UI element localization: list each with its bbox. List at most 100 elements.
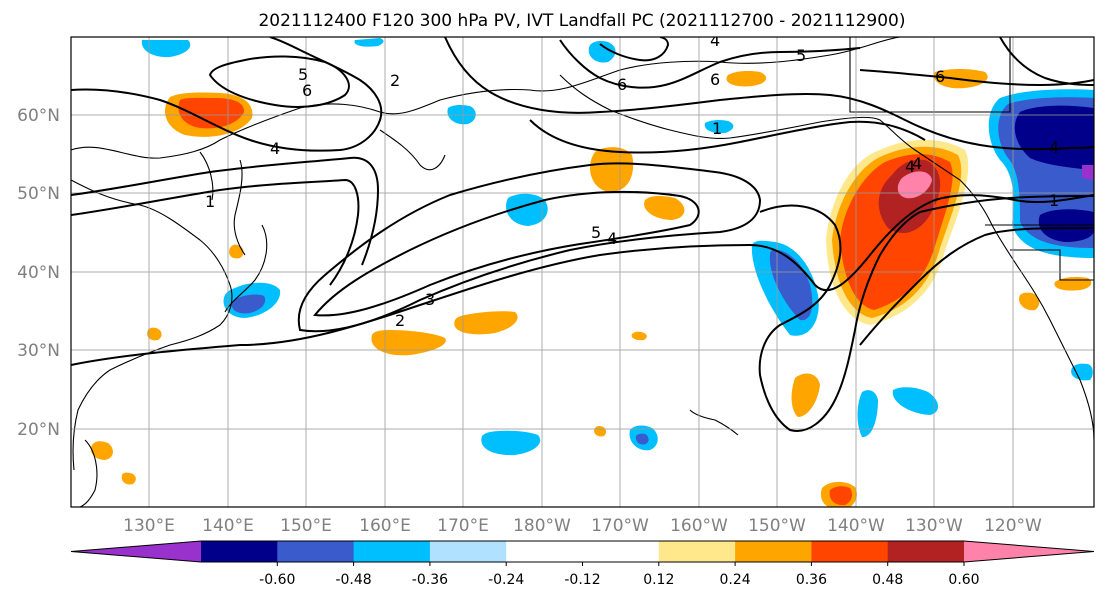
contour-label: 1 — [205, 192, 215, 211]
colorbar-tick-label: 0.36 — [796, 572, 827, 588]
contour-label: 4 — [270, 139, 280, 158]
negative-anomaly — [857, 390, 878, 438]
pv-contour — [71, 37, 383, 152]
lat-label: 50°N — [17, 184, 60, 204]
contour-label: 6 — [302, 81, 312, 100]
pv-contour — [208, 55, 350, 108]
contour-label: 1 — [1049, 191, 1059, 210]
lon-label: 130°E — [123, 516, 175, 536]
negative-anomaly — [704, 119, 734, 134]
lon-label: 180°W — [513, 516, 571, 536]
colorbar-segment — [429, 541, 507, 562]
negative-anomaly — [481, 430, 541, 456]
north-america-coastline — [559, 74, 1094, 441]
contour-label: 2 — [395, 311, 405, 330]
coastlines — [71, 37, 1094, 507]
contour-label: 4 — [607, 229, 617, 248]
philippines-coastline — [79, 439, 98, 507]
colorbar-segment — [353, 541, 431, 562]
shaded-anomaly-regions — [90, 38, 1094, 507]
negative-anomaly — [141, 40, 191, 58]
lon-label: 140°W — [827, 516, 885, 536]
colorbar-tick-label: 0.12 — [643, 572, 674, 588]
pv-contour — [758, 204, 921, 432]
colorbar — [70, 540, 1095, 563]
state-borders — [1010, 249, 1094, 281]
lat-label: 20°N — [17, 420, 60, 440]
pv-contour — [71, 156, 380, 266]
positive-anomaly — [90, 441, 113, 460]
positive-anomaly — [726, 71, 767, 87]
longitude-labels: 130°E 140°E 150°E 160°E 170°E 180°W 170°… — [123, 516, 1042, 536]
contour-label: 5 — [298, 65, 308, 84]
positive-anomaly — [644, 195, 685, 220]
contour-label: 6 — [617, 75, 627, 94]
positive-anomaly — [371, 330, 446, 356]
map-title: 2021112400 F120 300 hPa PV, IVT Landfall… — [258, 11, 905, 31]
colorbar-tick-label: -0.24 — [488, 572, 524, 588]
colorbar-segment — [887, 541, 965, 562]
colorbar-tick-label: -0.36 — [412, 572, 448, 588]
positive-anomaly — [590, 147, 634, 192]
positive-anomaly — [791, 373, 820, 417]
lon-label: 160°W — [670, 516, 728, 536]
sakhalin-coastline — [233, 159, 246, 256]
contour-label: 4 — [905, 157, 915, 176]
alaska-border — [849, 37, 1011, 113]
negative-anomaly — [1082, 165, 1094, 180]
positive-anomaly — [897, 171, 932, 199]
lat-label: 60°N — [17, 106, 60, 126]
lon-label: 170°E — [437, 516, 489, 536]
lon-label: 120°W — [984, 516, 1042, 536]
lat-label: 40°N — [17, 263, 60, 283]
pv-contour — [71, 178, 360, 286]
colorbar-extension-low — [71, 541, 201, 562]
lon-label: 150°E — [280, 516, 332, 536]
pv-contour — [313, 190, 700, 317]
colorbar-tick-label: -0.48 — [335, 572, 371, 588]
negative-anomaly — [1071, 363, 1093, 381]
colorbar-segment — [658, 541, 736, 562]
pv-contour — [529, 119, 926, 154]
colorbar-segment — [201, 541, 278, 562]
lon-label: 150°W — [748, 516, 806, 536]
positive-anomaly — [229, 244, 244, 259]
contour-label: 5 — [796, 46, 806, 65]
map-border — [70, 36, 1095, 508]
lon-label: 160°E — [359, 516, 411, 536]
positive-anomaly — [1019, 292, 1040, 311]
contour-label: 4 — [1049, 138, 1059, 157]
pv-contour — [559, 39, 861, 89]
colorbar-segment — [582, 541, 660, 562]
pv-contours — [71, 37, 1094, 432]
contour-label: 5 — [591, 223, 601, 242]
pv-contour — [919, 195, 1094, 213]
pv-contour — [599, 37, 670, 62]
positive-anomaly — [121, 472, 136, 485]
colorbar-tick-label: 0.48 — [872, 572, 903, 588]
positive-anomaly — [454, 311, 518, 335]
colorbar-labels: -0.60 -0.48 -0.36 -0.24 -0.12 0.12 0.24 0.36 0.4… — [259, 562, 980, 588]
negative-anomaly — [892, 387, 939, 415]
latitude-labels: 60°N 50°N 40°N 30°N 20°N — [17, 106, 60, 440]
arctic-coastline — [71, 37, 901, 159]
colorbar-segment — [811, 541, 889, 562]
pv-contour — [859, 227, 1094, 346]
lat-label: 30°N — [17, 341, 60, 361]
contour-label: 3 — [425, 290, 435, 309]
contour-label: 6 — [710, 70, 720, 89]
colorbar-tick-label: -0.60 — [259, 572, 295, 588]
kamchatka-coastline — [199, 151, 214, 201]
pv-contour — [999, 37, 1094, 86]
negative-anomaly — [231, 294, 266, 314]
colorbar-tick-label: 0.60 — [948, 572, 979, 588]
japan-coastline — [224, 224, 268, 313]
colorbar-segment — [277, 541, 355, 562]
positive-anomaly — [147, 327, 162, 341]
colorbar-tick-label: 0.24 — [720, 572, 751, 588]
positive-anomaly — [631, 331, 647, 341]
pv-contour — [71, 194, 1094, 366]
contour-label: 4 — [710, 31, 720, 50]
contour-label: 2 — [390, 71, 400, 90]
